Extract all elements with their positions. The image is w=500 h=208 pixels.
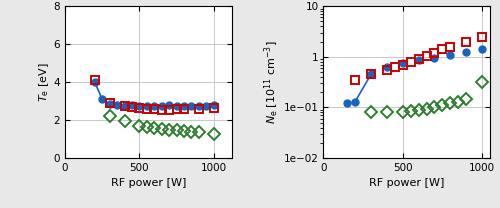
X-axis label: RF power [W]: RF power [W] xyxy=(369,178,444,188)
Y-axis label: $N_{\rm e}$ [10$^{11}$ cm$^{-3}$]: $N_{\rm e}$ [10$^{11}$ cm$^{-3}$] xyxy=(262,40,281,124)
X-axis label: RF power [W]: RF power [W] xyxy=(110,178,186,188)
Y-axis label: $T_{\rm e}$ [eV]: $T_{\rm e}$ [eV] xyxy=(37,62,51,102)
